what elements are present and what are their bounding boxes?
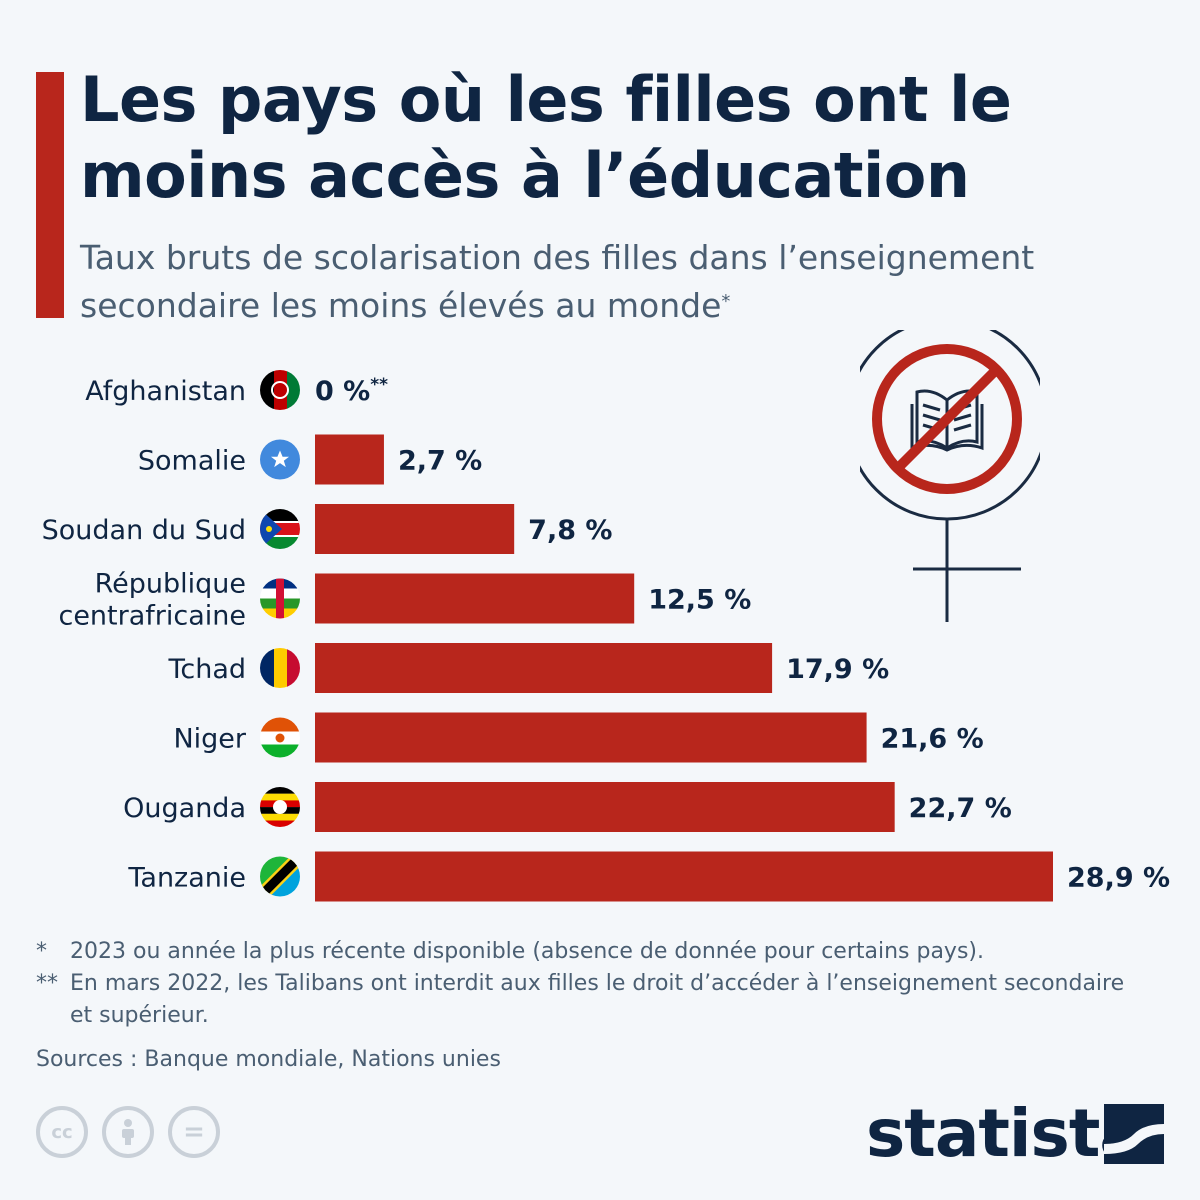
footnote-1-mark: * <box>36 939 47 964</box>
subtitle-text: Taux bruts de scolarisation des filles d… <box>80 238 1035 325</box>
flag-part <box>260 820 300 827</box>
value-label-row-0: 0 %** <box>315 375 388 407</box>
bar-chart: Afghanistan 0 %** Somalie 2,7 % Soudan du Su… <box>42 370 1170 902</box>
footnote-2-text: En mars 2022, les Talibans ont interdit … <box>70 971 1125 1028</box>
value-label-row-2: 7,8 % <box>528 515 612 546</box>
flag-part <box>276 578 284 619</box>
flag-part <box>287 370 300 410</box>
niger-flag-icon <box>260 717 300 758</box>
category-label-row-7: Tanzanie <box>127 863 246 894</box>
value-label-row-7: 28,9 % <box>1067 863 1170 894</box>
value-label-row-4: 17,9 % <box>786 654 889 685</box>
chad-flag-icon <box>260 648 300 688</box>
category-label-line: Ouganda <box>123 793 246 824</box>
category-label-row-1: Somalie <box>138 446 246 477</box>
uganda-flag-icon <box>260 787 300 827</box>
category-label-line: Somalie <box>138 446 246 477</box>
flag-part <box>273 800 287 814</box>
category-label-line: centrafricaine <box>58 601 246 632</box>
flag-part <box>287 648 300 688</box>
south-sudan-flag-icon <box>260 509 300 549</box>
flag-part <box>260 813 300 821</box>
flag-part <box>260 793 300 801</box>
bar-row-4 <box>315 643 773 693</box>
category-label-line: Tchad <box>167 654 246 685</box>
value-label-row-1: 2,7 % <box>398 446 482 477</box>
value-label-row-5: 21,6 % <box>881 724 984 755</box>
creative-commons-icon[interactable]: cc <box>36 1106 88 1158</box>
value-label-row-3: 12,5 % <box>648 585 751 616</box>
flag-part <box>274 370 287 410</box>
footnote-2-mark: ** <box>36 971 58 996</box>
flag-part <box>260 370 274 410</box>
flag-part <box>275 733 285 743</box>
page-title: Les pays où les filles ont le moins accè… <box>80 63 1012 212</box>
value-footnote-mark: ** <box>370 375 388 395</box>
flag-part <box>260 787 300 794</box>
bar-row-6 <box>315 782 895 832</box>
category-label-row-4: Tchad <box>167 654 246 685</box>
no-derivatives-icon[interactable]: = <box>168 1106 220 1158</box>
title-accent-bar <box>36 72 64 318</box>
statista-wordmark[interactable]: statista <box>866 1095 1144 1172</box>
flag-part <box>271 381 289 399</box>
source-note: Sources : Banque mondiale, Nations unies <box>36 1047 501 1072</box>
flag-part <box>271 450 289 468</box>
flag-part <box>260 535 300 537</box>
cc-label: cc <box>51 1121 73 1143</box>
category-label-row-2: Soudan du Sud <box>42 515 246 546</box>
footnote-2: ** En mars 2022, les Talibans ont interd… <box>36 968 1136 1032</box>
bar-row-7 <box>315 851 1053 902</box>
statista-logo-icon[interactable] <box>1104 1104 1164 1164</box>
category-label-line: République <box>95 569 246 600</box>
page-subtitle: Taux bruts de scolarisation des filles d… <box>80 234 1180 330</box>
flag-part <box>260 648 274 688</box>
flag-part <box>266 526 272 532</box>
tanzania-flag-icon <box>260 856 300 897</box>
bar-row-2 <box>315 504 515 554</box>
category-label-line: Niger <box>173 724 246 755</box>
category-label-row-0: Afghanistan <box>85 376 246 407</box>
category-label-row-5: Niger <box>173 724 246 755</box>
footnote-1-text: 2023 ou année la plus récente disponible… <box>70 939 984 964</box>
category-label-line: Soudan du Sud <box>42 515 246 546</box>
central-african-republic-flag-icon <box>260 578 300 619</box>
bar-row-5 <box>315 712 867 763</box>
flag-part <box>260 521 300 523</box>
bar-row-1 <box>315 434 384 485</box>
flag-part <box>260 744 300 758</box>
license-icons: cc = <box>36 1106 220 1158</box>
value-label-row-6: 22,7 % <box>909 793 1012 824</box>
flag-part <box>260 717 300 732</box>
footnotes: * 2023 ou année la plus récente disponib… <box>36 936 1136 1076</box>
category-label-line: Afghanistan <box>85 376 246 407</box>
somalia-flag-icon <box>260 439 300 480</box>
no-book-female-symbol-icon <box>860 330 1040 622</box>
footnote-1: * 2023 ou année la plus récente disponib… <box>36 936 1136 968</box>
category-label-line: Tanzanie <box>127 863 246 894</box>
subtitle-footnote-mark: * <box>721 291 731 312</box>
flag-part <box>260 856 300 897</box>
nd-label: = <box>183 1117 205 1147</box>
attribution-icon[interactable] <box>102 1106 154 1158</box>
category-label-row-3: République centrafricaine <box>58 569 246 632</box>
afghanistan-flag-icon <box>260 370 300 410</box>
category-label-row-6: Ouganda <box>123 793 246 824</box>
bar-row-3 <box>315 573 635 624</box>
flag-part <box>274 648 287 688</box>
